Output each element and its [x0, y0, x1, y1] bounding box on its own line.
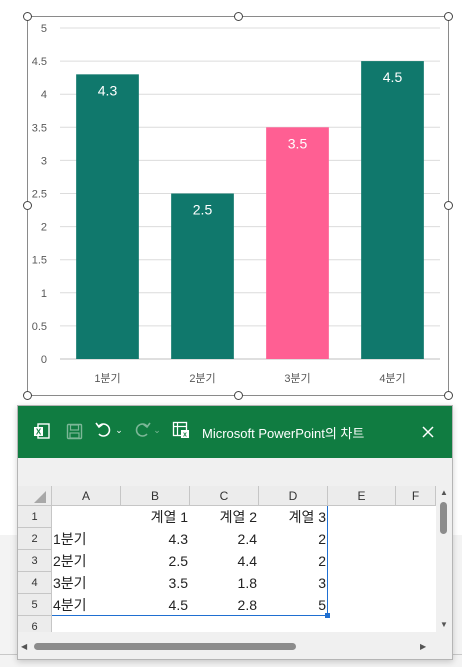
row-header[interactable]: 4: [18, 572, 52, 594]
x-category-label: 3분기: [284, 372, 310, 385]
bar-1[interactable]: [76, 74, 139, 359]
scroll-up-arrow-icon[interactable]: ▲: [440, 488, 448, 497]
svg-text:x: x: [183, 432, 187, 439]
row-header[interactable]: 2: [18, 528, 52, 550]
y-tick-label: 2.5: [32, 189, 47, 201]
value-cell[interactable]: 2.4: [237, 531, 257, 547]
vertical-scrollbar[interactable]: ▲ ▼: [436, 486, 452, 632]
y-tick-label: 1: [41, 288, 47, 300]
data-label: 4.5: [383, 69, 403, 85]
y-tick-label: 0.5: [32, 321, 47, 333]
data-label: 4.3: [98, 82, 118, 98]
y-tick-label: 4: [41, 89, 47, 101]
value-cell[interactable]: 4.4: [237, 553, 257, 569]
svg-text:X: X: [36, 428, 42, 437]
column-header[interactable]: D: [259, 486, 328, 506]
category-cell[interactable]: 2분기: [53, 553, 87, 569]
series-header-cell[interactable]: 계열 1: [150, 509, 188, 525]
value-cell[interactable]: 5: [318, 597, 326, 613]
value-cell[interactable]: 2.8: [237, 597, 257, 613]
window-title: Microsoft PowerPoint의 차트: [202, 426, 365, 441]
y-tick-label: 1.5: [32, 255, 47, 267]
resize-handle-bottom-left[interactable]: [23, 391, 32, 400]
resize-handle-bottom-middle[interactable]: [234, 391, 243, 400]
x-category-label: 1분기: [94, 372, 120, 385]
column-header[interactable]: B: [121, 486, 190, 506]
row-header[interactable]: 1: [18, 506, 52, 528]
bar-4[interactable]: [361, 61, 424, 359]
value-cell[interactable]: 2.5: [168, 553, 188, 569]
excel-app-icon: X: [32, 421, 52, 441]
y-tick-label: 4.5: [32, 56, 47, 68]
resize-handle-top-left[interactable]: [23, 12, 32, 21]
bar-2[interactable]: [171, 193, 234, 360]
column-header[interactable]: A: [52, 486, 121, 506]
edit-data-in-excel-icon[interactable]: x: [171, 420, 191, 440]
category-cell[interactable]: 3분기: [53, 575, 87, 591]
value-cell[interactable]: 4.5: [168, 597, 188, 613]
y-tick-label: 5: [41, 23, 47, 35]
horizontal-scrollbar[interactable]: ◀ ▶: [18, 637, 452, 657]
data-label: 3.5: [288, 135, 308, 151]
y-tick-label: 3: [41, 155, 47, 167]
category-cell[interactable]: 1분기: [53, 531, 87, 547]
formula-bar-area: [18, 458, 452, 486]
resize-handle-bottom-right[interactable]: [444, 391, 453, 400]
category-cell[interactable]: 4분기: [53, 597, 87, 613]
horizontal-scroll-thumb[interactable]: [34, 643, 296, 650]
scroll-left-arrow-icon[interactable]: ◀: [21, 642, 28, 651]
y-tick-label: 2: [41, 222, 47, 234]
scroll-right-arrow-icon[interactable]: ▶: [420, 642, 427, 651]
row-header[interactable]: 3: [18, 550, 52, 572]
bar-chart[interactable]: 0 0.5 1 1.5 2 2.5 3 3.5 4 4.5 5 4.3 1분기 2.5 2분기 3.5 3분기 4…: [0, 0, 462, 400]
close-icon[interactable]: [418, 422, 438, 442]
redo-icon[interactable]: [132, 420, 152, 440]
value-cell[interactable]: 4.3: [168, 531, 188, 547]
column-header[interactable]: C: [190, 486, 259, 506]
scroll-down-arrow-icon[interactable]: ▼: [440, 620, 448, 629]
select-all-corner[interactable]: [18, 486, 52, 506]
x-category-label: 4분기: [379, 372, 405, 385]
series-header-cell[interactable]: 계열 2: [219, 509, 257, 525]
redo-dropdown-icon[interactable]: ⌄: [153, 424, 161, 435]
resize-handle-middle-right[interactable]: [444, 201, 453, 210]
row-header[interactable]: 5: [18, 594, 52, 616]
save-icon[interactable]: [64, 421, 84, 441]
undo-dropdown-icon[interactable]: ⌄: [115, 424, 123, 435]
y-tick-label: 0: [41, 354, 47, 366]
vertical-scroll-thumb[interactable]: [440, 502, 447, 534]
column-header[interactable]: E: [328, 486, 396, 506]
resize-handle-top-middle[interactable]: [234, 12, 243, 21]
x-category-label: 2분기: [189, 372, 215, 385]
spreadsheet-grid[interactable]: A B C D E F 1 2 3 4 5 6 계열 1 계열 2 계열 3 1분기 4.3 2.4 2 2분기 2.5…: [18, 486, 452, 632]
value-cell[interactable]: 2: [318, 553, 326, 569]
value-cell[interactable]: 3: [318, 575, 326, 591]
value-cell[interactable]: 2: [318, 531, 326, 547]
undo-icon[interactable]: [94, 420, 114, 440]
column-header[interactable]: F: [396, 486, 436, 506]
row-header[interactable]: 6: [18, 616, 52, 632]
window-titlebar: X ⌄ ⌄ x Microsoft PowerPoint의 차트: [18, 406, 452, 458]
y-tick-label: 3.5: [32, 122, 47, 134]
value-cell[interactable]: 1.8: [237, 575, 257, 591]
data-range-resize-handle[interactable]: [325, 613, 330, 618]
resize-handle-middle-left[interactable]: [23, 201, 32, 210]
series-header-cell[interactable]: 계열 3: [288, 509, 326, 525]
data-label: 2.5: [193, 202, 213, 218]
resize-handle-top-right[interactable]: [444, 12, 453, 21]
bar-3[interactable]: [266, 127, 329, 359]
value-cell[interactable]: 3.5: [168, 575, 188, 591]
